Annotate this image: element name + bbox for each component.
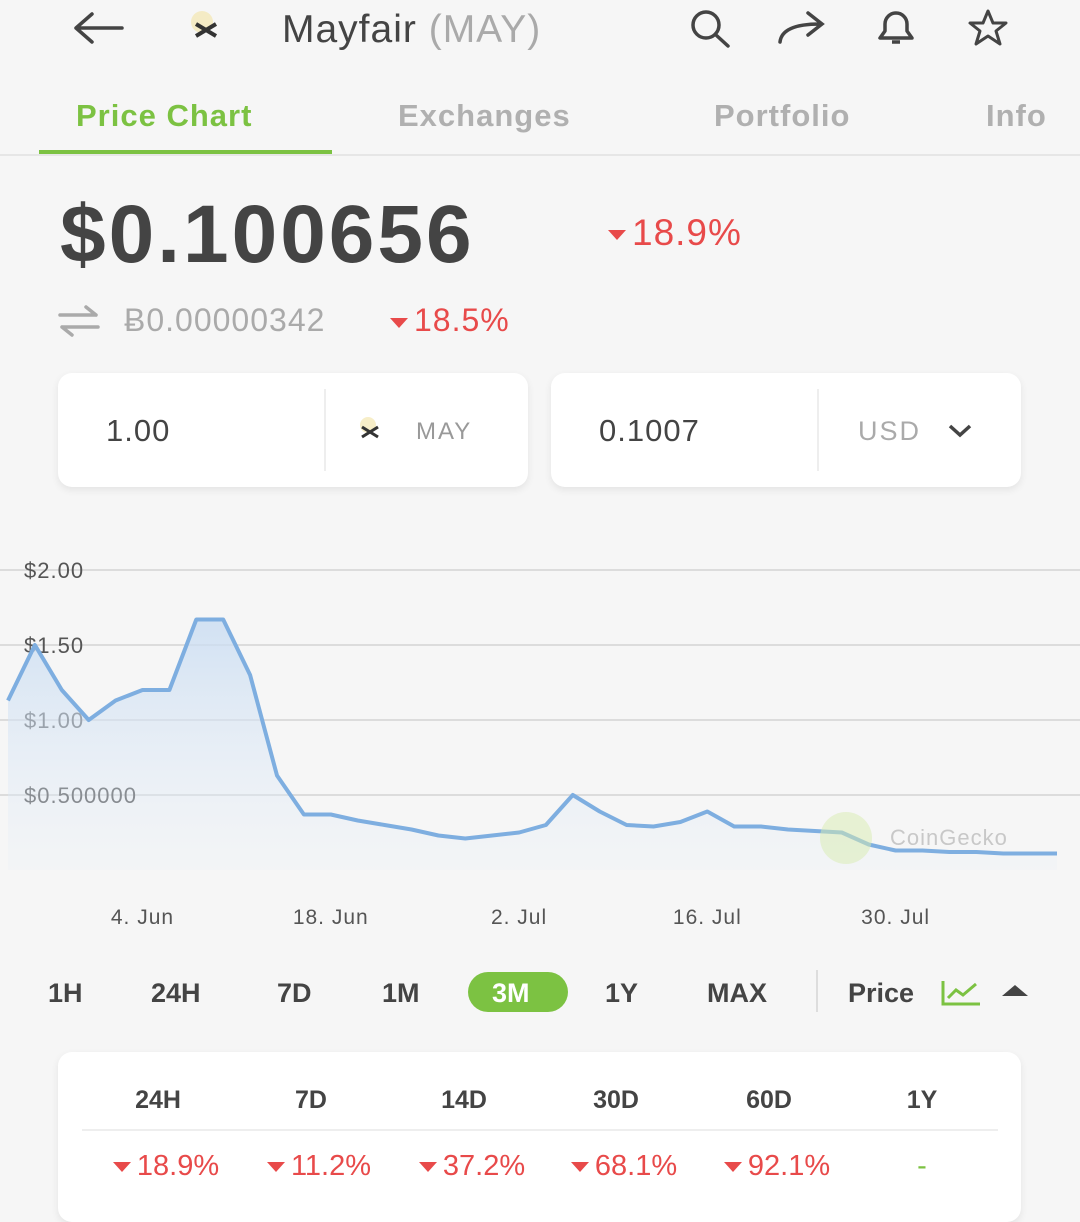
coin-code: MAY — [416, 418, 473, 445]
tab[interactable]: Info — [986, 98, 1047, 133]
change-text: 18.9% — [632, 212, 742, 253]
x-tick-label: 4. Jun — [111, 906, 174, 929]
tab-indicator — [39, 150, 332, 154]
x-tick-label: 30. Jul — [861, 906, 930, 929]
coin-icon — [360, 417, 379, 439]
active-range-pill — [468, 972, 568, 1012]
x-tick-label: 16. Jul — [673, 906, 742, 929]
price-btc: Ƀ0.00000342 — [124, 302, 326, 338]
y-tick-label: $2.00 — [24, 558, 84, 583]
cell-text: 18.9% — [136, 1150, 220, 1182]
x-tick-label: 2. Jul — [491, 906, 547, 929]
coin-name: Mayfair — [282, 8, 417, 51]
change-text: 18.5% — [414, 302, 510, 338]
swap-icon — [58, 305, 100, 337]
tab-divider — [0, 154, 1080, 156]
table-header: 7D — [295, 1086, 327, 1114]
x-tick-label: 18. Jun — [293, 906, 369, 929]
coin-symbol: (MAY) — [428, 8, 542, 51]
share-button[interactable] — [776, 8, 828, 48]
tab[interactable]: Portfolio — [714, 98, 851, 133]
chart-type-icon[interactable] — [940, 978, 984, 1008]
table-divider — [82, 1129, 998, 1131]
coin-input[interactable]: 1.00 MAY — [58, 373, 528, 487]
table-cell: 92.1% — [697, 1150, 857, 1183]
price-change: 18.9% — [608, 212, 742, 254]
range-button[interactable]: MAX — [707, 978, 767, 1008]
table-cell: 37.2% — [392, 1150, 552, 1183]
range-button[interactable]: 1Y — [605, 978, 639, 1008]
tab[interactable]: Exchanges — [398, 98, 571, 133]
table-cell: 18.9% — [86, 1150, 246, 1183]
favorite-button[interactable] — [964, 6, 1012, 48]
separator — [817, 389, 819, 471]
table-header: 60D — [746, 1086, 792, 1114]
tab[interactable]: Price Chart — [76, 98, 253, 133]
cell-text: 11.2% — [290, 1150, 372, 1182]
table-header: 30D — [593, 1086, 639, 1114]
back-button[interactable] — [72, 10, 128, 46]
range-button[interactable]: 3M — [492, 978, 530, 1008]
dropdown-caret[interactable] — [947, 423, 973, 439]
currency-input[interactable]: 0.1007 USD — [551, 373, 1021, 487]
converted-value[interactable]: 0.1007 — [599, 413, 700, 448]
watermark: CoinGecko — [890, 825, 1008, 850]
cell-text: 68.1% — [594, 1150, 678, 1182]
change-table — [58, 1052, 1021, 1222]
alert-button[interactable] — [872, 6, 920, 48]
range-button[interactable]: 24H — [151, 978, 201, 1008]
table-cell: - — [917, 1150, 927, 1182]
btc-change: 18.5% — [390, 302, 510, 339]
table-header: 24H — [135, 1086, 181, 1114]
currency-code[interactable]: USD — [858, 416, 922, 446]
price-line — [6, 617, 1057, 856]
table-cell: 11.2% — [239, 1150, 399, 1183]
search-button[interactable] — [686, 8, 734, 48]
range-button[interactable]: 7D — [277, 978, 312, 1008]
collapse-caret[interactable] — [1000, 982, 1030, 1002]
amount[interactable]: 1.00 — [106, 413, 171, 448]
table-cell: 68.1% — [544, 1150, 704, 1183]
range-button[interactable]: 1M — [382, 978, 420, 1008]
area — [8, 619, 1057, 870]
coin-icon — [191, 11, 218, 38]
cell-text: 92.1% — [747, 1150, 831, 1182]
table-header: 1Y — [906, 1086, 938, 1114]
range-button[interactable]: 1H — [48, 978, 83, 1008]
separator — [816, 970, 818, 1012]
watermark-logo — [820, 812, 872, 864]
price-toggle[interactable]: Price — [848, 978, 915, 1008]
separator — [324, 389, 326, 471]
cell-text: 37.2% — [442, 1150, 526, 1182]
price-usd: $0.100656 — [60, 189, 475, 280]
coin-title: Mayfair (MAY) — [282, 8, 541, 52]
table-header: 14D — [441, 1086, 487, 1114]
